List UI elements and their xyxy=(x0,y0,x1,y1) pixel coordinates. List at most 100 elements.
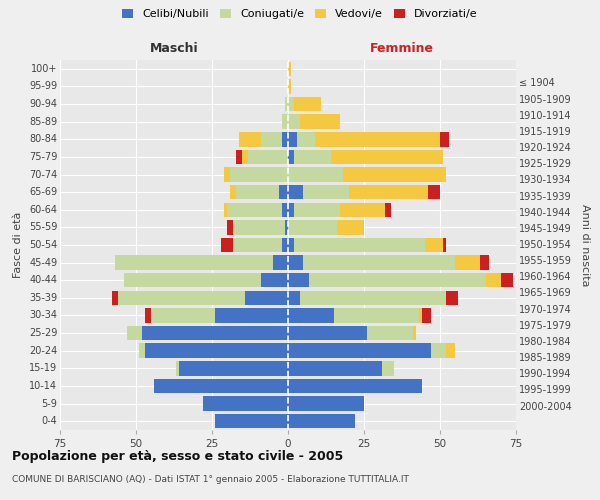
Bar xyxy=(282,238,288,252)
Bar xyxy=(419,308,422,322)
Bar xyxy=(227,202,282,217)
Bar xyxy=(288,132,297,146)
Bar xyxy=(224,168,230,181)
Bar xyxy=(118,290,245,305)
Bar xyxy=(288,97,294,112)
Bar xyxy=(282,202,288,217)
Bar xyxy=(294,97,322,112)
Bar xyxy=(115,256,273,270)
Bar xyxy=(479,256,488,270)
Bar xyxy=(288,361,382,376)
Bar xyxy=(215,308,288,322)
Bar xyxy=(224,202,227,217)
Bar xyxy=(239,132,260,146)
Bar xyxy=(440,132,449,146)
Text: Maschi: Maschi xyxy=(149,42,199,54)
Bar xyxy=(285,220,288,234)
Bar xyxy=(385,202,391,217)
Bar xyxy=(203,396,288,411)
Bar xyxy=(233,220,285,234)
Bar xyxy=(124,273,260,287)
Bar xyxy=(139,344,145,358)
Bar xyxy=(431,344,446,358)
Bar xyxy=(260,273,288,287)
Bar xyxy=(443,238,446,252)
Bar xyxy=(282,132,288,146)
Bar xyxy=(316,132,440,146)
Bar xyxy=(273,256,288,270)
Legend: Celibi/Nubili, Coniugati/e, Vedovi/e, Divorziati/e: Celibi/Nubili, Coniugati/e, Vedovi/e, Di… xyxy=(119,6,481,22)
Bar xyxy=(455,256,479,270)
Bar xyxy=(288,326,367,340)
Bar xyxy=(279,185,288,200)
Bar xyxy=(349,185,428,200)
Bar xyxy=(179,361,288,376)
Bar xyxy=(309,273,485,287)
Bar xyxy=(288,256,303,270)
Bar xyxy=(288,150,294,164)
Y-axis label: Fasce di età: Fasce di età xyxy=(13,212,23,278)
Bar xyxy=(154,378,288,393)
Bar xyxy=(248,150,288,164)
Bar xyxy=(112,290,118,305)
Bar xyxy=(288,238,294,252)
Text: Popolazione per età, sesso e stato civile - 2005: Popolazione per età, sesso e stato civil… xyxy=(12,450,343,463)
Bar xyxy=(367,326,413,340)
Bar xyxy=(334,308,419,322)
Bar xyxy=(413,326,416,340)
Bar xyxy=(151,308,215,322)
Bar xyxy=(428,185,440,200)
Bar xyxy=(288,168,343,181)
Bar xyxy=(288,344,431,358)
Bar xyxy=(288,114,300,129)
Bar xyxy=(145,308,151,322)
Bar xyxy=(236,150,242,164)
Bar xyxy=(300,114,340,129)
Bar xyxy=(446,290,458,305)
Bar xyxy=(288,273,309,287)
Bar xyxy=(303,256,455,270)
Bar xyxy=(288,378,422,393)
Bar xyxy=(288,396,364,411)
Bar xyxy=(294,202,340,217)
Bar xyxy=(227,220,233,234)
Bar xyxy=(215,414,288,428)
Bar xyxy=(337,220,364,234)
Bar xyxy=(294,150,331,164)
Bar xyxy=(501,273,513,287)
Bar xyxy=(236,185,279,200)
Bar xyxy=(288,220,337,234)
Bar xyxy=(288,202,294,217)
Bar xyxy=(176,361,179,376)
Y-axis label: Anni di nascita: Anni di nascita xyxy=(580,204,590,286)
Bar xyxy=(233,238,282,252)
Bar xyxy=(294,238,425,252)
Text: Femmine: Femmine xyxy=(370,42,434,54)
Bar xyxy=(285,97,288,112)
Text: COMUNE DI BARISCIANO (AQ) - Dati ISTAT 1° gennaio 2005 - Elaborazione TUTTITALIA: COMUNE DI BARISCIANO (AQ) - Dati ISTAT 1… xyxy=(12,475,409,484)
Bar xyxy=(297,132,316,146)
Bar xyxy=(382,361,394,376)
Bar xyxy=(288,414,355,428)
Bar xyxy=(446,344,455,358)
Bar xyxy=(288,308,334,322)
Bar xyxy=(142,326,288,340)
Bar xyxy=(127,326,142,340)
Bar xyxy=(303,185,349,200)
Bar xyxy=(331,150,443,164)
Bar xyxy=(260,132,282,146)
Bar xyxy=(145,344,288,358)
Bar xyxy=(288,62,291,76)
Bar xyxy=(230,185,236,200)
Bar xyxy=(288,185,303,200)
Bar xyxy=(288,79,291,94)
Bar xyxy=(422,308,431,322)
Bar xyxy=(282,114,288,129)
Bar xyxy=(300,290,446,305)
Bar xyxy=(343,168,446,181)
Bar xyxy=(485,273,501,287)
Bar xyxy=(242,150,248,164)
Bar xyxy=(288,290,300,305)
Bar xyxy=(425,238,443,252)
Bar xyxy=(230,168,288,181)
